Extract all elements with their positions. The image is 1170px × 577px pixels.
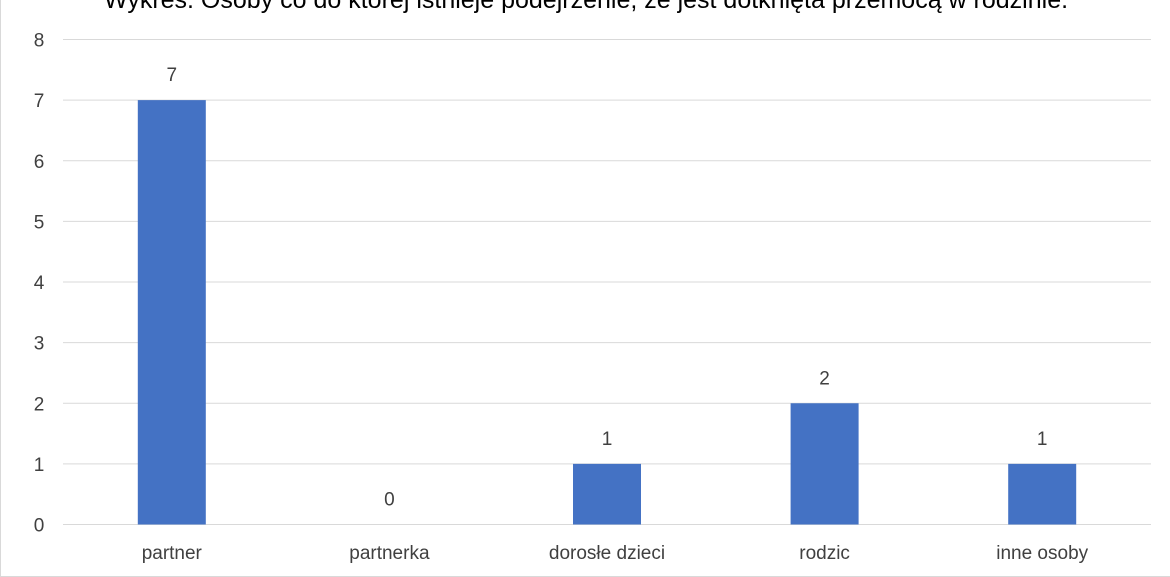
bars [137,100,1077,525]
category-label: inne osoby [996,543,1088,564]
y-tick-label: 3 [34,334,45,355]
bar [137,100,206,525]
data-label: 1 [602,429,613,450]
gridlines [63,39,1151,525]
y-tick-label: 7 [34,91,45,112]
category-label: partnerka [349,543,430,564]
data-label: 1 [1037,429,1048,450]
y-tick-label: 0 [34,516,45,537]
y-tick-label: 5 [34,212,45,233]
category-label: dorosłe dzieci [549,543,665,564]
y-tick-label: 8 [34,31,45,52]
x-axis-categories: partner partnerka dorosłe dzieci rodzic inne… [142,543,1089,564]
y-tick-label: 6 [34,152,45,173]
bar [1008,463,1077,525]
y-tick-label: 4 [34,273,45,294]
chart-title: Wykres. Osoby co do której istnieje pode… [103,0,1069,14]
category-label: rodzic [799,543,850,564]
bar [790,403,859,525]
y-tick-label: 1 [34,455,45,476]
bar [573,463,641,525]
y-axis-ticks: 0 1 2 3 4 5 6 7 8 [34,31,45,537]
category-label: partner [142,543,203,564]
data-label: 2 [819,368,830,389]
data-labels: 7 0 1 2 1 [167,65,1048,510]
data-label: 7 [167,65,178,86]
y-tick-label: 2 [34,394,45,415]
data-label: 0 [384,490,395,511]
